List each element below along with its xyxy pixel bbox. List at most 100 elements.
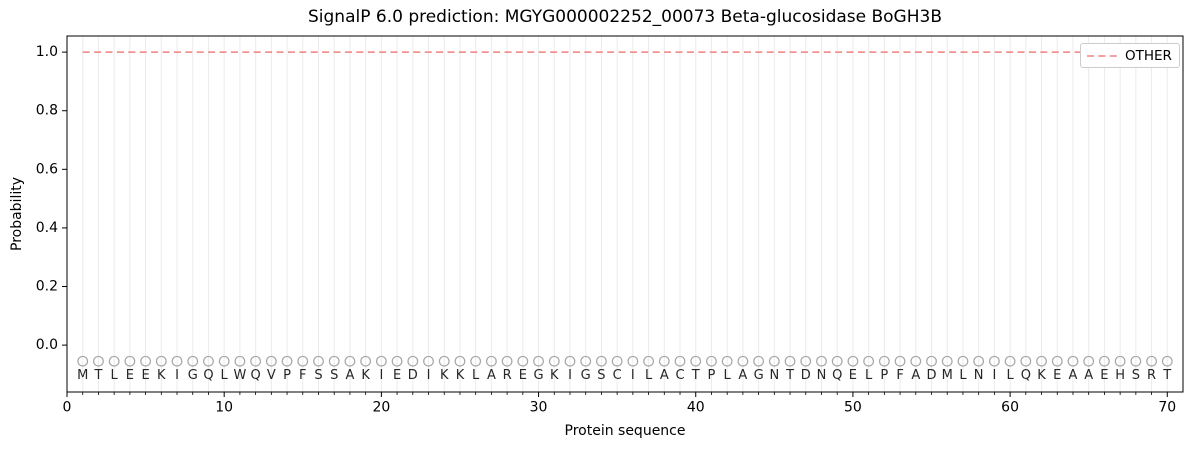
- residue-marker: [470, 355, 482, 367]
- x-tick-label: 30: [530, 400, 548, 416]
- residue-letter: L: [959, 368, 967, 383]
- residue-letter: S: [314, 368, 322, 383]
- residue-letter: F: [896, 368, 903, 383]
- residue-letter: G: [581, 368, 591, 383]
- residue-marker: [627, 355, 639, 367]
- residue-marker: [407, 355, 419, 367]
- residue-marker: [533, 355, 544, 367]
- chart-title: SignalP 6.0 prediction: MGYG000002252_00…: [308, 7, 942, 27]
- residue-letter: K: [440, 368, 449, 383]
- residue-letter: C: [613, 368, 622, 383]
- residue-letter: A: [911, 368, 920, 383]
- residue-marker: [77, 355, 89, 367]
- residue-marker: [250, 355, 262, 367]
- residue-marker: [800, 355, 812, 367]
- residue-marker: [140, 355, 151, 367]
- residue-letter: S: [330, 368, 338, 383]
- residue-marker: [391, 355, 403, 367]
- residue-marker: [517, 355, 529, 367]
- residue-marker: [155, 355, 167, 367]
- residue-letter: F: [299, 368, 306, 383]
- residue-letter: E: [1053, 368, 1061, 383]
- residue-letter: S: [597, 368, 605, 383]
- residue-letter: I: [175, 368, 179, 383]
- y-tick-label: 0.2: [36, 279, 58, 295]
- residue-marker: [894, 355, 906, 367]
- residue-marker: [548, 355, 560, 367]
- residue-letter: M: [77, 368, 88, 383]
- residue-marker: [203, 355, 214, 367]
- residue-marker: [501, 355, 513, 367]
- residue-letter: S: [1132, 368, 1140, 383]
- residue-letter: E: [393, 368, 401, 383]
- residue-marker: [910, 355, 922, 367]
- residue-letter: A: [1069, 368, 1078, 383]
- y-tick-label: 1.0: [36, 44, 58, 60]
- residue-marker: [580, 355, 592, 367]
- residue-marker: [360, 355, 372, 367]
- residue-letter: L: [221, 368, 229, 383]
- residue-marker: [753, 355, 765, 367]
- residue-letter: E: [141, 368, 149, 383]
- residue-letter: V: [267, 368, 276, 383]
- residue-letter: D: [801, 368, 811, 383]
- residue-letter: I: [379, 368, 383, 383]
- legend-label: OTHER: [1125, 47, 1172, 64]
- residue-marker: [706, 355, 717, 367]
- residue-letter: Q: [251, 368, 261, 383]
- residue-marker: [737, 355, 749, 367]
- residue-letter: W: [233, 368, 246, 383]
- x-axis-label: Protein sequence: [564, 423, 686, 439]
- residue-marker: [926, 355, 937, 367]
- residue-marker: [313, 355, 324, 367]
- residue-marker: [674, 355, 686, 367]
- residue-letter: E: [849, 368, 857, 383]
- residue-letter: E: [1100, 368, 1108, 383]
- residue-letter: N: [769, 368, 779, 383]
- residue-marker: [863, 355, 875, 367]
- residue-marker: [1130, 355, 1142, 367]
- residue-letter: P: [880, 368, 888, 383]
- residue-marker: [1114, 355, 1126, 367]
- residue-marker: [878, 355, 890, 367]
- y-tick-label: 0.4: [36, 220, 58, 236]
- residue-letter: L: [865, 368, 873, 383]
- residue-letter: A: [345, 368, 354, 383]
- residue-marker: [281, 355, 293, 367]
- residue-marker: [265, 355, 277, 367]
- residue-letter: A: [487, 368, 496, 383]
- residue-letter: K: [157, 368, 166, 383]
- residue-letter: Q: [203, 368, 213, 383]
- x-tick-label: 20: [372, 400, 390, 416]
- residue-marker: [218, 355, 230, 367]
- residue-marker: [1051, 355, 1063, 367]
- residue-marker: [658, 355, 670, 367]
- residue-marker: [784, 355, 796, 367]
- residue-letter: I: [992, 368, 996, 383]
- residue-marker: [454, 355, 466, 367]
- residue-marker: [1161, 355, 1173, 367]
- residue-letter: N: [974, 368, 984, 383]
- residue-marker: [564, 355, 576, 367]
- residue-letter: P: [708, 368, 716, 383]
- residue-letter: R: [503, 368, 512, 383]
- residue-letter: M: [942, 368, 953, 383]
- x-tick-label: 40: [687, 400, 705, 416]
- legend-dash-sample-icon: [1087, 54, 1117, 57]
- residue-letter: T: [785, 368, 794, 383]
- y-tick-label: 0.0: [36, 337, 58, 353]
- residue-marker: [611, 355, 623, 367]
- residue-marker: [941, 355, 953, 367]
- residue-letter: Q: [832, 368, 842, 383]
- residue-letter: A: [1084, 368, 1093, 383]
- residue-marker: [1083, 355, 1095, 367]
- residue-letter: N: [817, 368, 827, 383]
- residue-letter: K: [550, 368, 559, 383]
- residue-marker: [328, 355, 340, 367]
- residue-marker: [124, 355, 136, 367]
- residue-marker: [187, 355, 199, 367]
- residue-letter: L: [1006, 368, 1014, 383]
- residue-letter: I: [427, 368, 431, 383]
